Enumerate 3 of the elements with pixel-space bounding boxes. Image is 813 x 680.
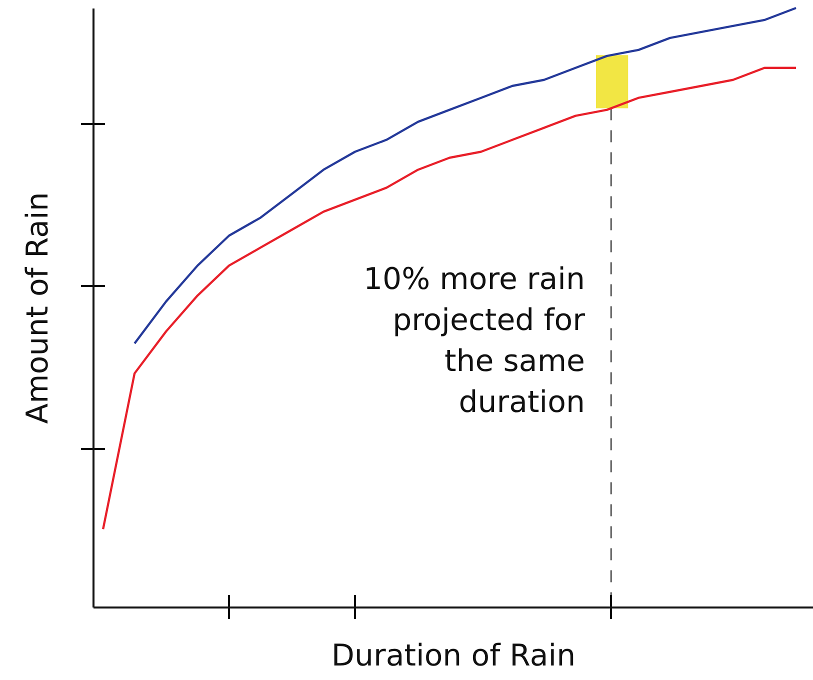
x-axis-title: Duration of Rain <box>331 638 576 674</box>
y-axis-title: Amount of Rain <box>20 192 56 424</box>
annotation: 10% more rain projected for the same duration <box>363 262 586 420</box>
